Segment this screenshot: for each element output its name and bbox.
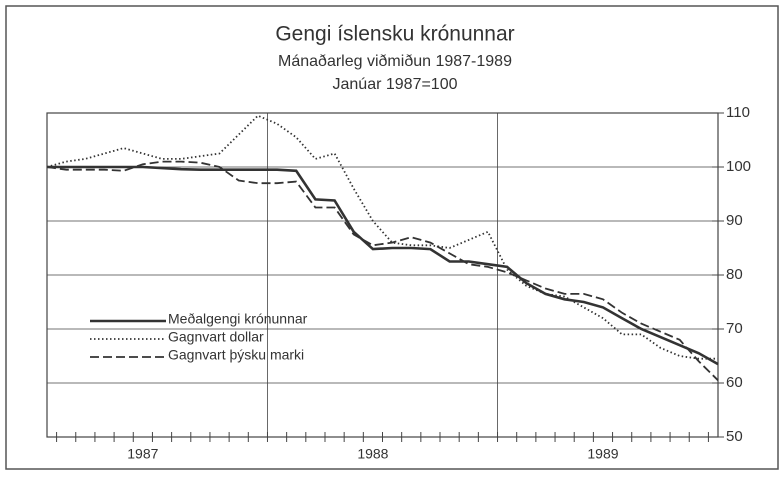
legend-label: Gagnvart þýsku marki bbox=[168, 347, 304, 363]
y-tick-label: 110 bbox=[726, 104, 750, 121]
y-tick-label: 70 bbox=[726, 320, 743, 337]
x-tick-label: 1987 bbox=[127, 446, 158, 462]
chart-subtitle: Mánaðarleg viðmiðun 1987-1989 bbox=[278, 53, 512, 70]
y-tick-label: 50 bbox=[726, 428, 743, 445]
frame bbox=[5, 5, 779, 470]
legend-label: Meðalgengi krónunnar bbox=[168, 311, 308, 327]
chart-title: Gengi íslensku krónunnar bbox=[275, 23, 514, 46]
y-tick-label: 90 bbox=[726, 212, 743, 229]
series-line bbox=[46, 160, 719, 381]
y-tick-label: 60 bbox=[726, 374, 743, 391]
y-tick-label: 100 bbox=[726, 158, 751, 175]
series-line bbox=[47, 165, 719, 366]
x-tick-label: 1989 bbox=[587, 446, 618, 462]
x-tick-label: 1988 bbox=[357, 446, 388, 462]
chart-note: Janúar 1987=100 bbox=[333, 76, 458, 93]
legend-label: Gagnvart dollar bbox=[168, 329, 264, 345]
y-tick-label: 80 bbox=[726, 266, 743, 283]
